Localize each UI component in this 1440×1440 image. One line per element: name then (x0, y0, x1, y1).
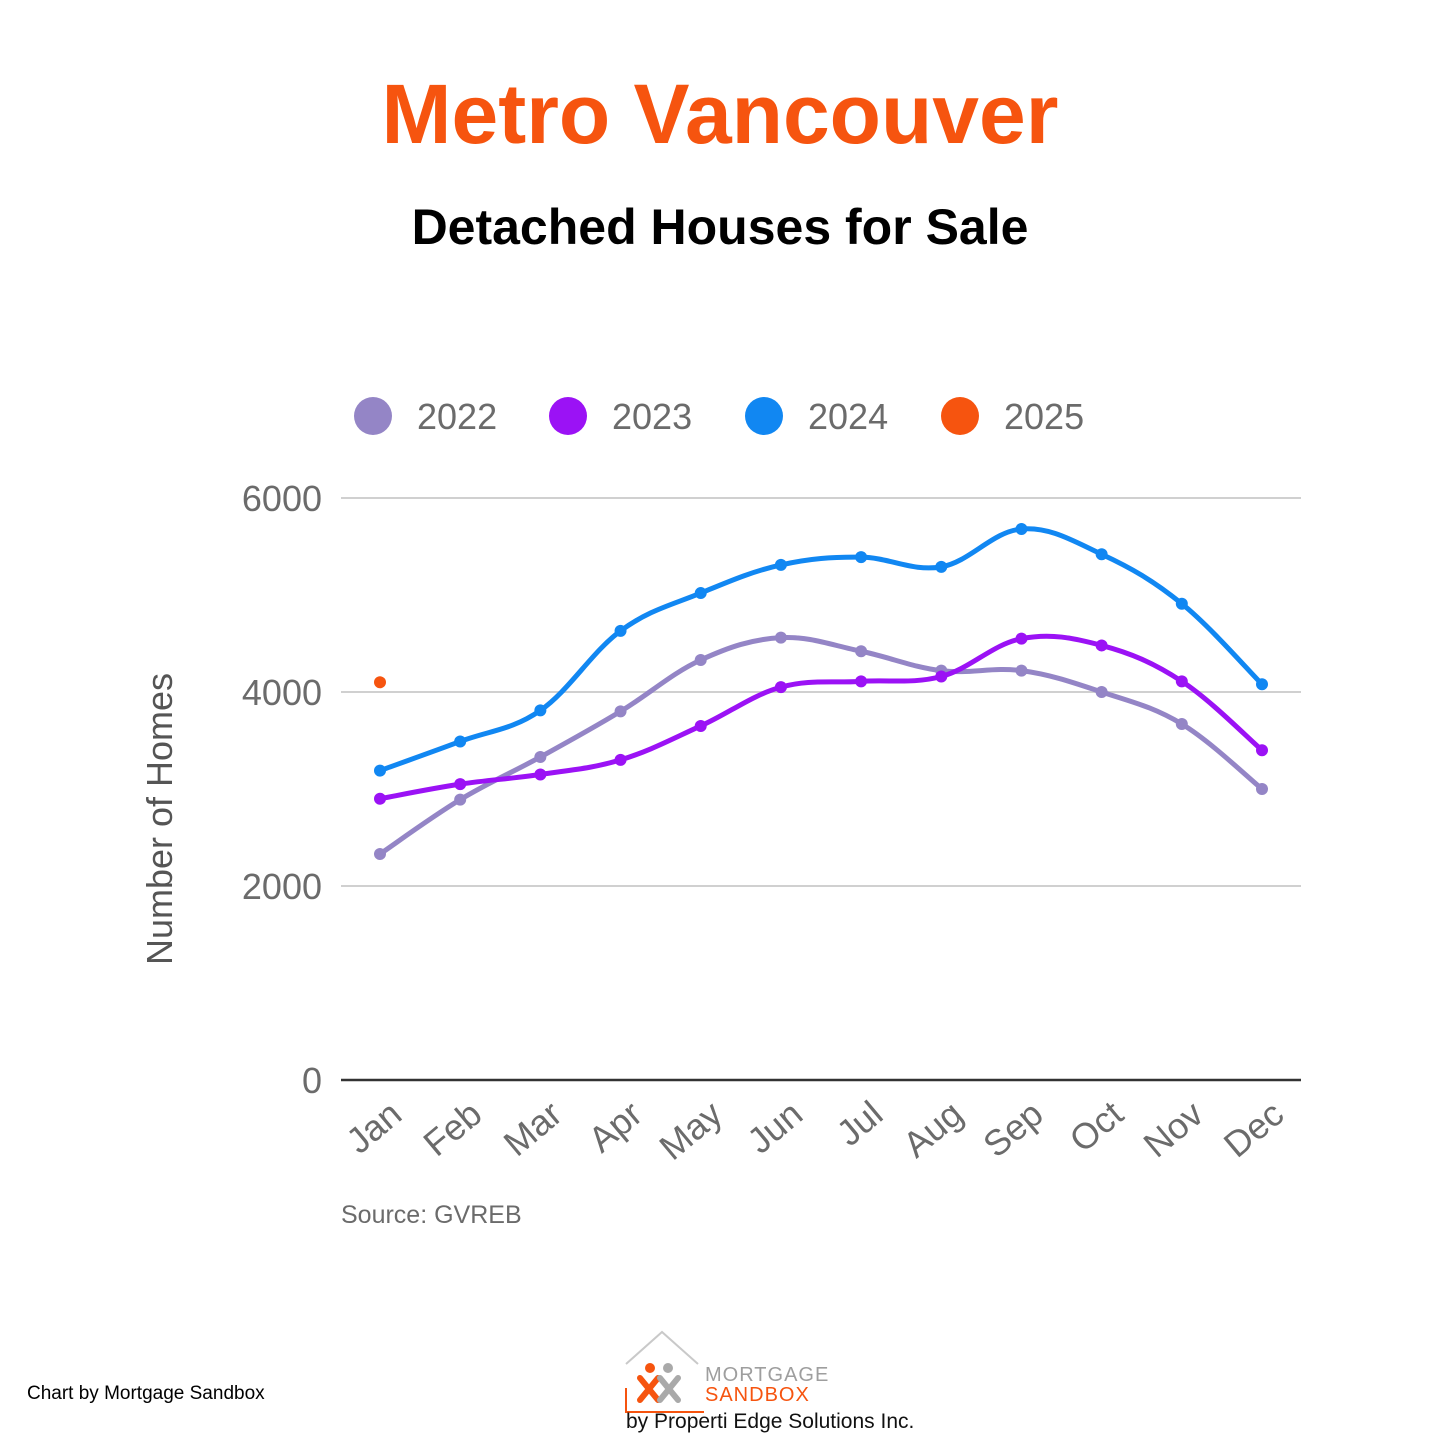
data-point-2022 (855, 645, 868, 658)
data-point-2024 (1015, 523, 1028, 536)
data-point-2024 (1095, 548, 1108, 561)
data-point-2023 (1256, 744, 1268, 757)
legend-label-2023: 2023 (612, 396, 692, 437)
legend-label-2024: 2024 (808, 396, 888, 437)
chart-source: Source: GVREB (341, 1201, 522, 1229)
data-point-2024 (374, 764, 386, 777)
legend-marker-2024 (745, 397, 783, 435)
x-tick-label: Aug (895, 1093, 970, 1166)
x-tick-label: Nov (1136, 1093, 1211, 1166)
data-point-2022 (1095, 686, 1108, 698)
data-point-2024 (855, 551, 868, 564)
logo-wordmark-sandbox: SANDBOX (705, 1384, 810, 1406)
y-tick-label: 2000 (242, 866, 322, 907)
logo-wordmark-mortgage: MORTGAGE (705, 1364, 830, 1386)
data-point-2024 (774, 558, 787, 571)
data-point-2024 (614, 624, 627, 637)
x-tick-label: May (651, 1093, 729, 1168)
data-point-2023 (374, 792, 386, 805)
data-point-2025 (374, 676, 386, 689)
legend-label-2022: 2022 (417, 396, 497, 437)
data-point-2024 (1256, 678, 1268, 691)
legend-marker-2023 (549, 397, 587, 435)
x-tick-label: Mar (496, 1093, 570, 1164)
y-axis-label: Number of Homes (139, 673, 180, 965)
data-point-2022 (1175, 718, 1188, 731)
legend-marker-2025 (941, 397, 979, 435)
data-point-2022 (1015, 664, 1028, 677)
data-point-2023 (1175, 675, 1188, 688)
data-point-2022 (614, 705, 627, 718)
mortgage-sandbox-logo: MORTGAGE SANDBOX by Properti Edge Soluti… (620, 1326, 930, 1436)
data-point-2024 (694, 587, 707, 600)
series-line-2022 (377, 635, 1265, 857)
x-tick-label: Apr (580, 1093, 649, 1160)
page-title: Metro Vancouver (381, 67, 1059, 161)
chart-credit: Chart by Mortgage Sandbox (27, 1383, 265, 1404)
data-point-2023 (454, 778, 467, 791)
x-tick-label: Dec (1216, 1093, 1291, 1166)
data-point-2023 (1095, 639, 1108, 652)
data-point-2022 (534, 750, 547, 763)
data-point-2023 (1015, 632, 1028, 645)
x-tick-label: Jul (829, 1093, 891, 1154)
data-point-2024 (935, 560, 948, 573)
data-point-2023 (614, 753, 627, 766)
logo-tagline: by Properti Edge Solutions Inc. (626, 1410, 915, 1433)
y-tick-label: 0 (302, 1060, 322, 1101)
series-line-2024 (377, 526, 1265, 774)
x-tick-label: Sep (975, 1093, 1050, 1166)
data-point-2024 (534, 704, 547, 717)
data-point-2022 (774, 631, 787, 644)
y-tick-label: 6000 (242, 478, 322, 519)
data-point-2023 (774, 681, 787, 694)
x-tick-label: Jun (739, 1093, 810, 1162)
x-tick-label: Feb (415, 1093, 489, 1164)
house-logo-icon (625, 1330, 704, 1413)
legend-marker-2022 (354, 397, 392, 435)
data-point-2022 (454, 793, 467, 806)
data-point-2023 (534, 768, 547, 781)
data-point-2024 (454, 735, 467, 748)
x-tick-label: Oct (1062, 1093, 1131, 1160)
data-point-2024 (1175, 597, 1188, 610)
data-point-2022 (694, 653, 707, 666)
data-point-2023 (935, 670, 948, 683)
x-tick-label: Jan (338, 1093, 409, 1162)
data-point-2023 (694, 719, 707, 732)
line-chart: 0 2000 4000 6000 Number of Homes Jan Feb Mar Apr… (139, 396, 1301, 1229)
data-point-2023 (855, 675, 868, 688)
legend-label-2025: 2025 (1004, 396, 1084, 437)
data-point-2022 (1256, 783, 1268, 795)
chart-subtitle: Detached Houses for Sale (411, 199, 1029, 255)
y-tick-label: 4000 (242, 672, 322, 713)
data-point-2022 (374, 847, 386, 860)
